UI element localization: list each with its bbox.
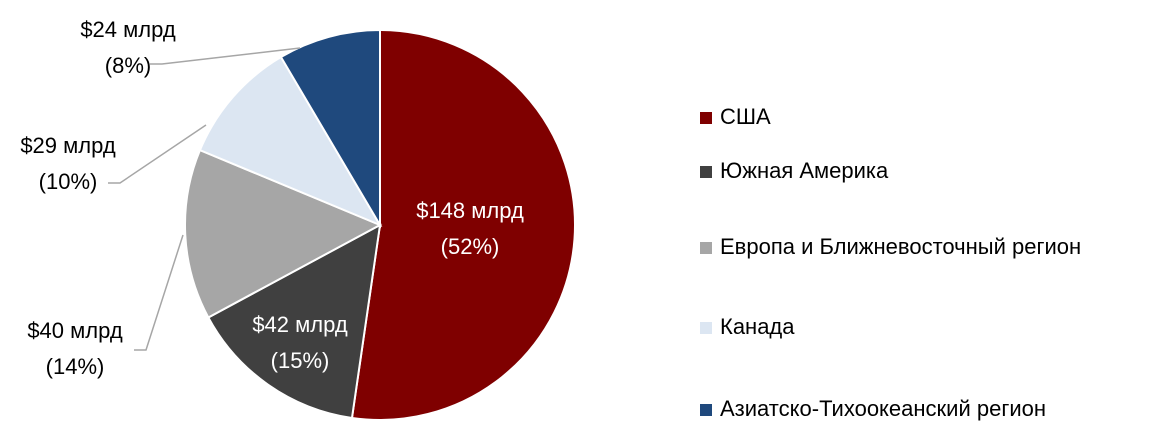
pie-slice (198, 55, 383, 228)
legend-label: Южная Америка (720, 158, 889, 183)
legend-swatch (700, 166, 712, 178)
percent-label: (52%) (441, 234, 500, 259)
percent-label: (14%) (46, 354, 105, 379)
pie-slice (184, 148, 383, 319)
pie-slice (279, 28, 381, 229)
legend-swatch (700, 242, 712, 254)
value-label: $42 млрд (252, 312, 348, 337)
leader-line (134, 234, 184, 351)
legend-label: США (720, 104, 771, 129)
value-label: $148 млрд (416, 198, 524, 223)
percent-label: (8%) (105, 53, 151, 78)
leader-line (150, 47, 301, 65)
percent-label: (15%) (271, 348, 330, 373)
legend-swatch (700, 112, 712, 124)
value-label: $40 млрд (27, 318, 123, 343)
legend-swatch (700, 322, 712, 334)
legend-label: Европа и Ближневосточный регион (720, 234, 1081, 259)
leader-line (108, 124, 207, 184)
pie-slice (206, 223, 382, 420)
value-label: $29 млрд (20, 133, 116, 158)
pie-slice (350, 28, 576, 421)
legend-label: Канада (720, 314, 795, 339)
legend-swatch (700, 404, 712, 416)
value-label: $24 млрд (80, 17, 176, 42)
percent-label: (10%) (39, 169, 98, 194)
legend-label: Азиатско-Тихоокеанский регион (720, 396, 1046, 421)
